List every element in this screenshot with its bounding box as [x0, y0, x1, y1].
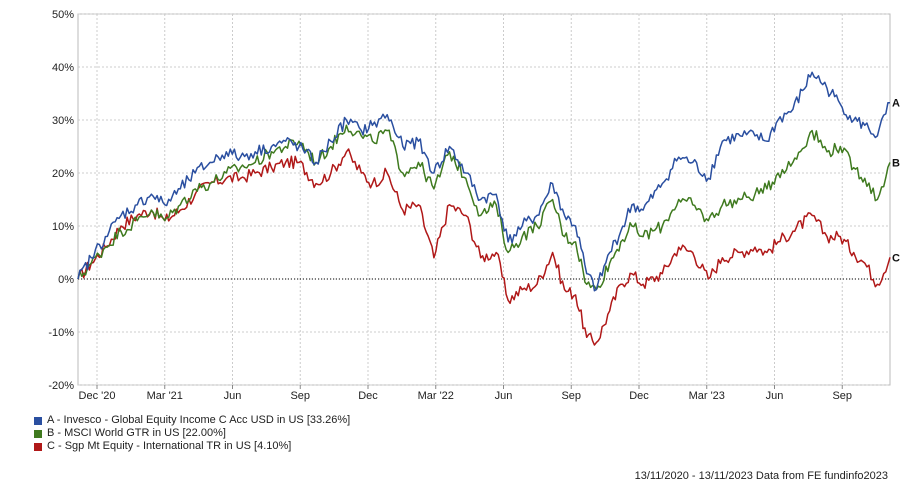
plot-border	[77, 13, 891, 386]
series-end-label-c: C	[892, 252, 900, 264]
legend-swatch-a	[34, 416, 42, 425]
series-line-c	[77, 148, 891, 346]
x-tick-label: Sep	[832, 390, 852, 402]
legend-item-b[interactable]: B - MSCI World GTR in US [22.00%]	[34, 427, 350, 440]
footer-date-range: 13/11/2020 - 13/11/2023 Data from FE fun…	[634, 470, 888, 482]
x-tick-label: Dec '20	[79, 390, 116, 402]
y-axis: 50% 40% 30% 20% 10% 0% -10% -20%	[48, 9, 74, 392]
legend: A - Invesco - Global Equity Income C Acc…	[34, 414, 350, 453]
legend-item-c[interactable]: C - Sgp Mt Equity - International TR in …	[34, 440, 350, 453]
series-end-label-a: A	[892, 98, 900, 110]
x-tick-label: Jun	[766, 390, 784, 402]
series-line-a	[77, 71, 891, 292]
x-tick-label: Dec	[358, 390, 378, 402]
x-tick-label: Mar '23	[689, 390, 725, 402]
y-tick-label: 0%	[58, 274, 74, 286]
y-tick-label: 40%	[52, 62, 74, 74]
legend-label-a: A - Invesco - Global Equity Income C Acc…	[47, 414, 351, 426]
x-tick-label: Mar '22	[418, 390, 454, 402]
x-tick-label: Sep	[561, 390, 581, 402]
x-tick-label: Jun	[495, 390, 513, 402]
x-tick-label: Mar '21	[147, 390, 183, 402]
x-axis: Dec '20 Mar '21 Jun Sep Dec Mar '22 Jun Sep Dec M…	[79, 385, 852, 402]
legend-item-a[interactable]: A - Invesco - Global Equity Income C Acc…	[34, 414, 350, 427]
y-tick-label: 50%	[52, 9, 74, 21]
y-tick-label: 10%	[52, 221, 74, 233]
legend-label-c: C - Sgp Mt Equity - International TR in …	[47, 440, 292, 452]
y-tick-label: 30%	[52, 115, 74, 127]
legend-swatch-c	[34, 442, 42, 451]
legend-label-b: B - MSCI World GTR in US [22.00%]	[47, 427, 226, 439]
legend-swatch-b	[34, 429, 42, 438]
y-tick-label: -20%	[48, 380, 74, 392]
chart-grid	[77, 13, 891, 386]
x-tick-label: Jun	[224, 390, 242, 402]
series-end-labels: C B A	[892, 98, 900, 265]
y-tick-label: -10%	[48, 327, 74, 339]
series-lines	[77, 71, 891, 346]
x-tick-label: Dec	[629, 390, 649, 402]
series-end-label-b: B	[892, 157, 900, 169]
y-tick-label: 20%	[52, 168, 74, 180]
series-line-b	[77, 124, 891, 291]
x-tick-label: Sep	[290, 390, 310, 402]
